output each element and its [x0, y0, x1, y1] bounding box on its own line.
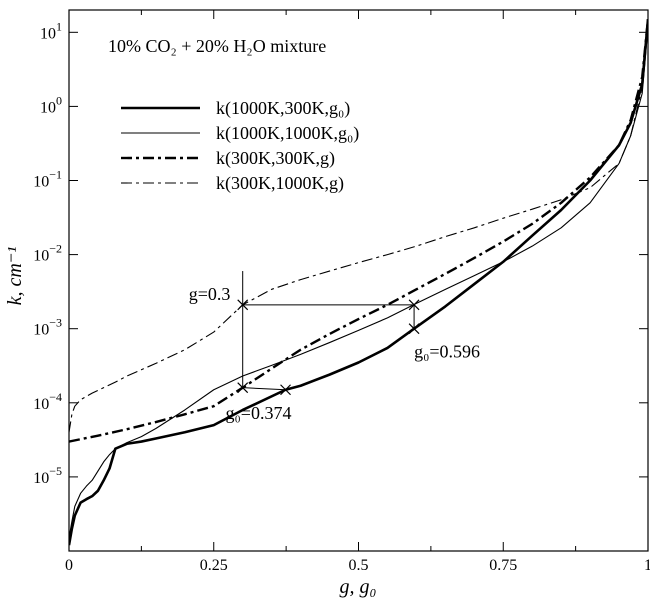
y-tick-label: 10−2	[33, 242, 62, 265]
cross-marker	[237, 382, 249, 394]
legend-label-2: k(1000K,1000K,g₀)	[216, 123, 359, 144]
x-tick-label: 0	[65, 557, 73, 574]
x-tick-label: 0.5	[349, 557, 369, 574]
series-line-1	[69, 19, 648, 546]
annotation-label: g=0.3	[189, 284, 231, 304]
x-tick-label: 0.75	[489, 557, 517, 574]
y-tick-label: 10−5	[33, 464, 62, 487]
annotation-layer: g=0.3 g₀=0.596 g₀=0.374	[189, 284, 480, 423]
chart-title: 10% CO₂ + 20% H₂O mixture	[108, 36, 326, 56]
x-tick-label: 1	[644, 557, 650, 574]
annotation-label: g₀=0.596	[414, 342, 480, 362]
series-line-2	[69, 26, 648, 539]
series-line-4	[69, 19, 648, 433]
legend: k(1000K,300K,g₀) k(1000K,1000K,g₀) k(300K,…	[121, 98, 359, 194]
cross-marker	[408, 299, 420, 311]
y-tick-label: 10−4	[33, 390, 62, 413]
annotation-label: g₀=0.374	[226, 403, 292, 423]
y-tick-label: 100	[40, 93, 62, 116]
plot-frame	[68, 9, 649, 552]
x-axis-label: g, g₀	[340, 576, 377, 598]
y-axis-label: k, cm⁻¹	[4, 247, 26, 306]
cross-marker	[408, 323, 420, 335]
legend-label-1: k(1000K,300K,g₀)	[216, 98, 350, 119]
legend-label-4: k(300K,1000K,g)	[216, 173, 344, 194]
y-tick-label: 10−1	[33, 168, 62, 191]
y-tick-label: 10−3	[33, 316, 62, 339]
guide-horizontal-lower	[242, 387, 286, 391]
y-tick-label: 101	[40, 19, 62, 42]
series-layer	[69, 19, 648, 546]
guide-layer	[237, 271, 420, 396]
tick-layer: 0 0.25 0.5 0.75 1 10−5 10−4 10−3 10−2 10−1 100 101	[33, 10, 650, 574]
cross-marker	[280, 384, 291, 396]
cross-marker	[237, 299, 249, 311]
legend-label-3: k(300K,300K,g)	[216, 148, 335, 169]
series-line-3	[69, 19, 648, 443]
x-tick-label: 0.25	[200, 557, 228, 574]
